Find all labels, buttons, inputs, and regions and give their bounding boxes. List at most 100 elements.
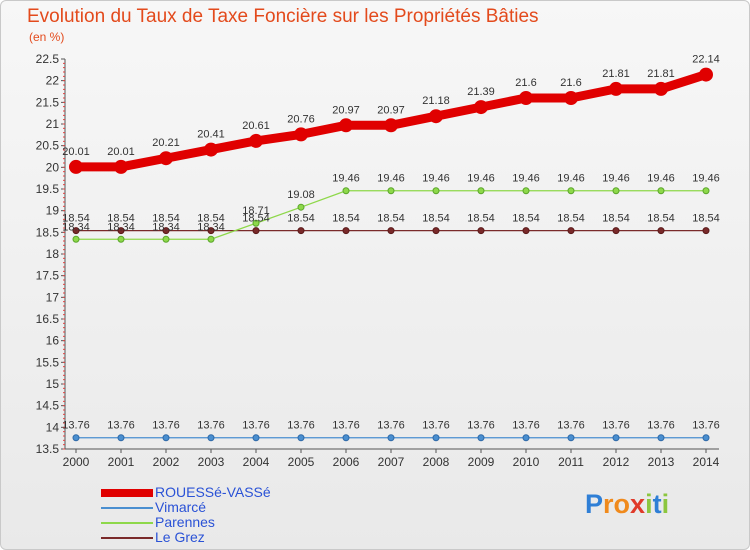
data-label: 18.54 — [422, 213, 450, 225]
x-tick-label: 2014 — [693, 455, 720, 469]
legend-item: Vimarcé — [101, 500, 361, 515]
data-point — [342, 187, 350, 195]
data-point — [612, 187, 620, 195]
data-point — [432, 227, 440, 235]
data-point — [387, 227, 395, 235]
data-label: 20.97 — [332, 104, 360, 116]
data-point — [657, 227, 665, 235]
data-point — [522, 187, 530, 195]
data-label: 21.81 — [647, 68, 675, 80]
data-label: 20.97 — [377, 104, 405, 116]
data-label: 18.54 — [467, 213, 495, 225]
data-point — [297, 203, 305, 211]
data-point — [252, 219, 260, 227]
data-label: 18.54 — [647, 213, 675, 225]
data-label: 21.6 — [515, 77, 536, 89]
data-point — [294, 127, 308, 142]
data-point — [567, 434, 575, 442]
legend-swatch — [101, 507, 153, 509]
y-tick-label: 13.5 — [36, 442, 60, 456]
data-point — [519, 91, 533, 105]
x-tick-label: 2002 — [153, 455, 180, 469]
y-tick-label: 15.5 — [36, 355, 60, 369]
data-point — [522, 227, 530, 235]
data-label: 13.76 — [602, 420, 630, 432]
x-tick-label: 2005 — [288, 455, 315, 469]
data-label: 20.76 — [287, 113, 315, 125]
y-tick-label: 17.5 — [36, 269, 60, 283]
y-tick-label: 14.5 — [36, 399, 60, 413]
brand-letter: i — [645, 489, 653, 519]
data-point — [567, 187, 575, 195]
data-point — [522, 434, 530, 442]
y-tick-label: 20 — [46, 160, 60, 174]
y-tick-label: 18 — [46, 247, 60, 261]
data-label: 19.46 — [512, 173, 540, 185]
data-point — [429, 109, 443, 124]
data-label: 18.54 — [692, 213, 720, 225]
data-point — [207, 227, 215, 235]
y-tick-label: 22 — [46, 74, 60, 88]
data-label: 13.76 — [242, 420, 270, 432]
data-point — [477, 227, 485, 235]
data-label: 13.76 — [107, 420, 135, 432]
data-label: 18.54 — [557, 213, 585, 225]
data-point — [207, 434, 215, 442]
data-point — [69, 159, 83, 174]
data-point — [567, 227, 575, 235]
x-tick-label: 2003 — [198, 455, 225, 469]
data-point — [612, 227, 620, 235]
brand-letter: t — [652, 489, 662, 519]
data-label: 19.46 — [602, 173, 630, 185]
data-label: 20.21 — [152, 137, 180, 149]
legend-label: Vimarcé — [155, 499, 207, 515]
data-point — [477, 187, 485, 195]
data-point — [702, 227, 710, 235]
data-point — [477, 434, 485, 442]
x-tick-label: 2001 — [108, 455, 135, 469]
brand-letter: P — [585, 489, 604, 519]
data-point — [342, 227, 350, 235]
data-point — [114, 159, 128, 174]
data-point — [657, 434, 665, 442]
data-label: 18.71 — [242, 205, 270, 217]
y-tick-label: 21 — [46, 117, 60, 131]
data-label: 13.76 — [512, 420, 540, 432]
y-tick-label: 22.5 — [36, 52, 60, 66]
y-tick-label: 21.5 — [36, 95, 60, 109]
data-point — [252, 227, 260, 235]
data-label: 18.54 — [62, 213, 90, 225]
y-tick-label: 16.5 — [36, 312, 60, 326]
data-point — [702, 434, 710, 442]
legend-item: Parennes — [101, 515, 361, 530]
legend-item: Le Grez — [101, 530, 361, 545]
data-label: 13.76 — [152, 420, 180, 432]
data-point — [297, 227, 305, 235]
data-label: 21.81 — [602, 68, 630, 80]
data-label: 19.46 — [377, 173, 405, 185]
x-tick-label: 2013 — [648, 455, 675, 469]
data-label: 13.76 — [197, 420, 225, 432]
data-label: 22.14 — [692, 54, 720, 66]
data-label: 18.54 — [377, 213, 405, 225]
data-point — [162, 434, 170, 442]
legend-swatch — [101, 522, 153, 524]
data-point — [657, 187, 665, 195]
x-tick-label: 2006 — [333, 455, 360, 469]
data-point — [609, 81, 623, 96]
legend-swatch — [101, 489, 153, 497]
data-label: 13.76 — [467, 420, 495, 432]
data-label: 20.41 — [197, 129, 225, 141]
data-label: 18.54 — [197, 213, 225, 225]
data-label: 13.76 — [692, 420, 720, 432]
data-label: 18.34 — [62, 221, 90, 233]
y-tick-label: 15 — [46, 377, 60, 391]
data-label: 18.54 — [602, 213, 630, 225]
data-label: 20.01 — [107, 146, 135, 158]
data-point — [297, 434, 305, 442]
data-label: 18.54 — [512, 213, 540, 225]
data-label: 13.76 — [647, 420, 675, 432]
y-tick-label: 20.5 — [36, 139, 60, 153]
data-label: 18.54 — [332, 213, 360, 225]
brand-logo: Proxiti — [585, 489, 669, 520]
